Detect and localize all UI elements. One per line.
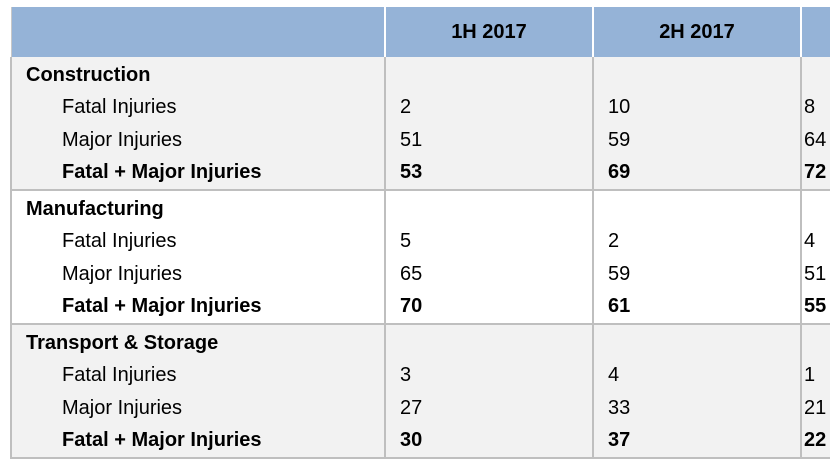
cell-1h-2017: 2 bbox=[385, 91, 594, 124]
injury-table-container: 1H 2017 2H 2017 Construction Fatal Injur… bbox=[10, 7, 830, 459]
cell-2h-2017: 59 bbox=[593, 124, 802, 157]
cell-next-period: 8 bbox=[801, 91, 830, 124]
cell-next-period: 72 bbox=[801, 156, 830, 191]
cell-next-period: 1 bbox=[801, 359, 830, 392]
cell-2h-2017: 2 bbox=[593, 225, 802, 258]
row-label: Fatal Injuries bbox=[10, 225, 386, 258]
cell-next-period: 51 bbox=[801, 258, 830, 291]
table-row: Major Injuries 51 59 64 bbox=[10, 124, 830, 157]
group-name: Manufacturing bbox=[10, 190, 386, 226]
cell-2h-2017: 33 bbox=[593, 392, 802, 425]
cell-1h-2017: 27 bbox=[385, 392, 594, 425]
group-name: Transport & Storage bbox=[10, 324, 386, 360]
cell-1h-2017: 65 bbox=[385, 258, 594, 291]
row-label: Fatal + Major Injuries bbox=[10, 156, 386, 191]
table-row-total: Fatal + Major Injuries 53 69 72 bbox=[10, 156, 830, 191]
table-row-total: Fatal + Major Injuries 30 37 22 bbox=[10, 424, 830, 459]
row-label: Fatal Injuries bbox=[10, 359, 386, 392]
header-cell-next-period bbox=[801, 7, 830, 57]
group-name: Construction bbox=[10, 57, 386, 92]
row-label: Major Injuries bbox=[10, 124, 386, 157]
group-manufacturing: Manufacturing Fatal Injuries 5 2 4 Major… bbox=[10, 190, 830, 325]
row-label: Major Injuries bbox=[10, 258, 386, 291]
cell-1h-2017: 5 bbox=[385, 225, 594, 258]
table-row: Major Injuries 65 59 51 bbox=[10, 258, 830, 291]
cell-2h-2017: 37 bbox=[593, 424, 802, 459]
header-cell-2h-2017: 2H 2017 bbox=[593, 7, 802, 57]
table-row: Fatal Injuries 5 2 4 bbox=[10, 225, 830, 258]
cell-1h-2017: 51 bbox=[385, 124, 594, 157]
row-label: Fatal + Major Injuries bbox=[10, 424, 386, 459]
cell-1h-2017: 3 bbox=[385, 359, 594, 392]
cell-1h-2017: 53 bbox=[385, 156, 594, 191]
group-header-row: Transport & Storage bbox=[10, 324, 830, 360]
cell-next-period: 4 bbox=[801, 225, 830, 258]
cell-next-period: 55 bbox=[801, 290, 830, 325]
cell-2h-2017: 69 bbox=[593, 156, 802, 191]
table-row: Major Injuries 27 33 21 bbox=[10, 392, 830, 425]
cell-1h-2017: 70 bbox=[385, 290, 594, 325]
cell-next-period: 64 bbox=[801, 124, 830, 157]
table-row: Fatal Injuries 2 10 8 bbox=[10, 91, 830, 124]
cell-2h-2017: 4 bbox=[593, 359, 802, 392]
group-header-row: Construction bbox=[10, 57, 830, 92]
cell-next-period: 21 bbox=[801, 392, 830, 425]
cell-2h-2017: 10 bbox=[593, 91, 802, 124]
header-cell-category bbox=[10, 7, 386, 57]
cell-2h-2017: 61 bbox=[593, 290, 802, 325]
header-row: 1H 2017 2H 2017 bbox=[10, 7, 830, 57]
group-construction: Construction Fatal Injuries 2 10 8 Major… bbox=[10, 57, 830, 191]
row-label: Major Injuries bbox=[10, 392, 386, 425]
group-transport-storage: Transport & Storage Fatal Injuries 3 4 1… bbox=[10, 324, 830, 459]
cell-next-period: 22 bbox=[801, 424, 830, 459]
cell-2h-2017: 59 bbox=[593, 258, 802, 291]
group-header-row: Manufacturing bbox=[10, 190, 830, 226]
row-label: Fatal Injuries bbox=[10, 91, 386, 124]
table-row: Fatal Injuries 3 4 1 bbox=[10, 359, 830, 392]
injury-table: 1H 2017 2H 2017 Construction Fatal Injur… bbox=[10, 7, 830, 459]
row-label: Fatal + Major Injuries bbox=[10, 290, 386, 325]
table-row-total: Fatal + Major Injuries 70 61 55 bbox=[10, 290, 830, 325]
header-cell-1h-2017: 1H 2017 bbox=[385, 7, 594, 57]
cell-1h-2017: 30 bbox=[385, 424, 594, 459]
